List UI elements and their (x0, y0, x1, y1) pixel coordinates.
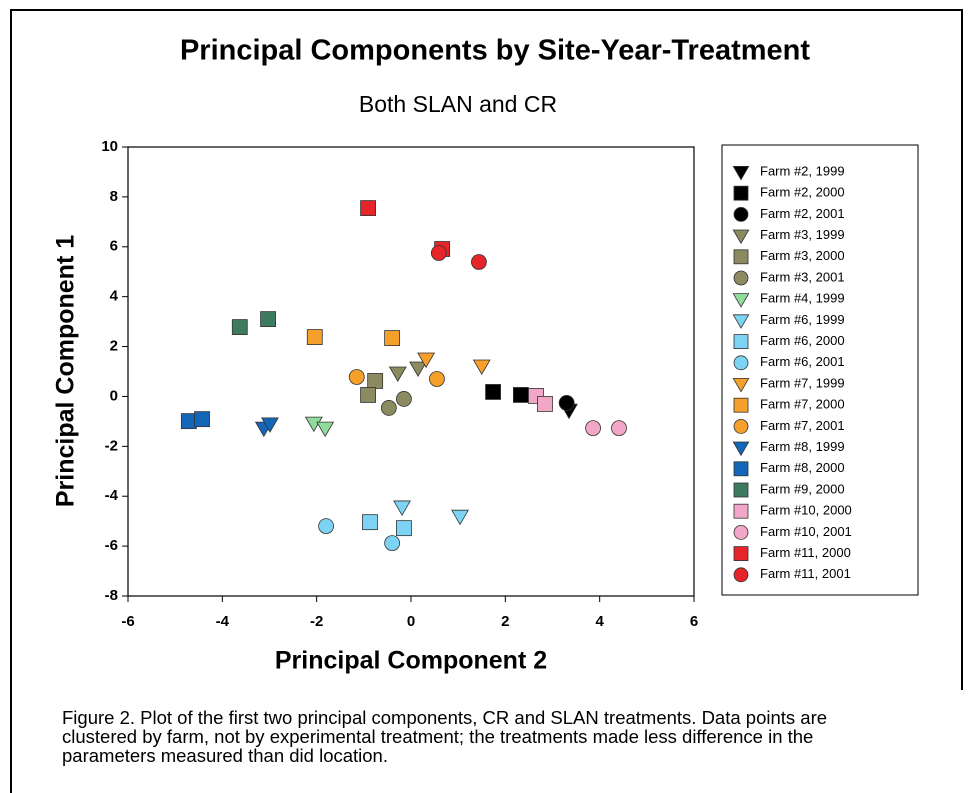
point (194, 411, 210, 428)
point (396, 391, 412, 407)
y-axis-label: Principal Component 1 (52, 235, 80, 507)
legend-label: Farm #3, 1999 (760, 227, 845, 242)
legend-marker (733, 206, 749, 222)
point (558, 395, 575, 411)
y-tick-label: 4 (110, 288, 119, 305)
point (388, 366, 407, 383)
legend-label: Farm #3, 2000 (760, 248, 845, 263)
point (611, 420, 627, 437)
y-tick-label: 2 (110, 338, 118, 355)
y-tick-label: 8 (110, 188, 118, 205)
legend-marker (732, 293, 750, 308)
point (231, 319, 248, 335)
x-tick-label: 0 (407, 613, 415, 630)
point (367, 373, 384, 389)
point (485, 384, 501, 400)
point (384, 330, 401, 346)
legend-marker (733, 546, 749, 561)
legend-label: Farm #6, 2000 (760, 333, 845, 348)
point (585, 420, 601, 437)
legend-label: Farm #2, 1999 (760, 163, 845, 178)
chart-subtitle: Both SLAN and CR (359, 91, 557, 117)
legend-marker (733, 185, 749, 201)
legend-marker (733, 567, 749, 583)
point (360, 387, 376, 403)
x-axis-label: Principal Component 2 (275, 647, 547, 675)
chart-title: Principal Components by Site-Year-Treatm… (180, 35, 810, 67)
x-tick-label: -6 (121, 613, 134, 630)
legend-label: Farm #7, 2001 (760, 418, 845, 433)
legend-label: Farm #8, 2000 (760, 460, 845, 475)
y-tick-label: -4 (105, 487, 119, 504)
y-tick-label: -2 (105, 437, 118, 454)
legend-marker (733, 270, 749, 286)
legend-label: Farm #4, 1999 (760, 291, 845, 306)
point (417, 352, 436, 369)
legend-label: Farm #7, 2000 (760, 397, 845, 412)
legend-label: Farm #10, 2001 (760, 524, 852, 539)
y-tick-label: 10 (101, 138, 118, 155)
legend-marker (733, 461, 749, 477)
point (318, 518, 335, 535)
legend-label: Farm #6, 1999 (760, 312, 845, 327)
caption: Figure 2. Plot of the first two principa… (62, 707, 828, 766)
frame (10, 9, 963, 793)
legend-label: Farm #11, 2000 (760, 545, 851, 560)
legend-marker (733, 249, 749, 265)
point (393, 500, 411, 516)
point (316, 421, 335, 438)
y-tick-label: -6 (105, 537, 118, 554)
legend-box (721, 144, 919, 596)
legend-label: Farm #7, 1999 (760, 375, 845, 390)
x-tick-label: -2 (310, 613, 323, 630)
legend-label: Farm #2, 2000 (760, 185, 845, 200)
legend-marker (732, 378, 750, 393)
point (396, 520, 412, 537)
legend-label: Farm #6, 2001 (760, 354, 845, 369)
legend-marker (733, 397, 749, 413)
point (471, 254, 487, 270)
x-tick-label: 2 (501, 613, 509, 630)
point (306, 329, 323, 345)
legend-marker (733, 503, 749, 519)
point (360, 200, 376, 217)
x-tick-label: -4 (216, 613, 230, 630)
point (348, 369, 365, 385)
point (261, 417, 279, 433)
point (362, 514, 378, 531)
point (451, 509, 469, 526)
point (380, 400, 397, 416)
point (429, 371, 445, 387)
legend-marker (733, 525, 749, 540)
legend-marker (733, 355, 749, 371)
legend-marker (732, 314, 750, 329)
y-tick-label: -8 (105, 587, 118, 604)
legend-label: Farm #10, 2000 (760, 503, 852, 518)
point (180, 413, 197, 430)
x-tick-label: 4 (595, 613, 604, 630)
legend-marker (733, 334, 749, 350)
legend-marker (732, 166, 750, 181)
y-tick-label: 6 (110, 238, 118, 255)
legend-label: Farm #8, 1999 (760, 439, 845, 454)
point (512, 387, 529, 403)
point (537, 396, 553, 412)
legend-label: Farm #3, 2001 (760, 269, 845, 284)
point (430, 245, 447, 261)
point (409, 361, 428, 378)
legend-label: Farm #2, 2001 (760, 206, 845, 221)
legend-marker (733, 482, 749, 498)
legend-marker (732, 441, 750, 457)
legend-marker (732, 229, 750, 245)
legend-label: Farm #9, 2000 (760, 481, 845, 496)
point (260, 311, 276, 328)
point (384, 535, 401, 552)
legend-marker (733, 418, 749, 434)
x-tick-label: 6 (690, 613, 698, 630)
y-tick-label: 0 (110, 387, 118, 404)
point (472, 359, 491, 376)
legend-label: Farm #11, 2001 (760, 566, 851, 581)
